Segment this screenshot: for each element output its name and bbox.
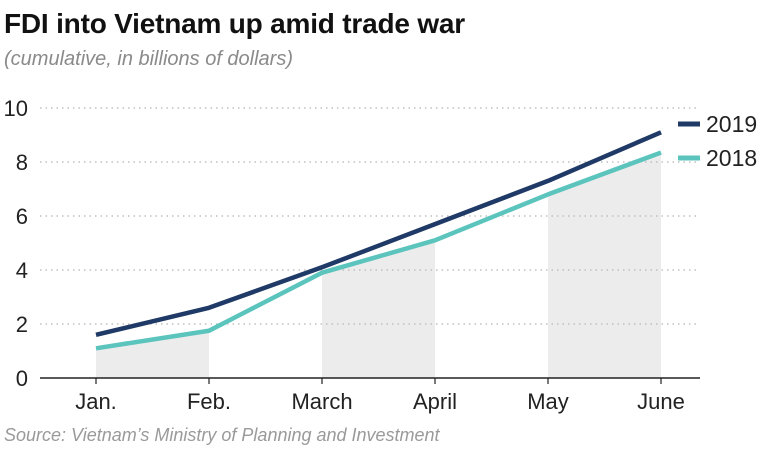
series-line-2019	[95, 130, 662, 337]
shaded-column	[322, 240, 435, 378]
x-tick-label: March	[291, 389, 352, 414]
y-tick-label: 4	[16, 258, 28, 283]
column-shading-layer	[96, 152, 661, 378]
y-tick-label: 8	[16, 150, 28, 175]
legend: 2019 2018	[678, 111, 757, 171]
chart-subtitle: (cumulative, in billions of dollars)	[4, 48, 294, 70]
x-tick-label: May	[527, 389, 569, 414]
y-tick-label: 10	[4, 96, 28, 121]
y-tick-label: 6	[16, 204, 28, 229]
series-line-2018	[95, 150, 662, 351]
shaded-column	[96, 330, 209, 378]
series-layer	[95, 130, 662, 351]
legend-label-2019: 2019	[706, 111, 757, 137]
chart-title: FDI into Vietnam up amid trade war	[4, 8, 465, 39]
x-tick-label: June	[637, 389, 685, 414]
y-tick-label: 2	[16, 312, 28, 337]
source-note: Source: Vietnam’s Ministry of Planning a…	[4, 425, 440, 445]
grid-layer	[40, 107, 700, 379]
x-tick-label: April	[413, 389, 457, 414]
x-tick-label: Jan.	[75, 389, 117, 414]
x-tick-labels: Jan. Feb. March April May June	[75, 378, 685, 414]
y-tick-label: 0	[16, 366, 28, 391]
x-tick-label: Feb.	[187, 389, 231, 414]
legend-label-2018: 2018	[706, 145, 757, 171]
y-tick-labels: 0 2 4 6 8 10	[4, 96, 28, 391]
shaded-column	[548, 152, 661, 378]
